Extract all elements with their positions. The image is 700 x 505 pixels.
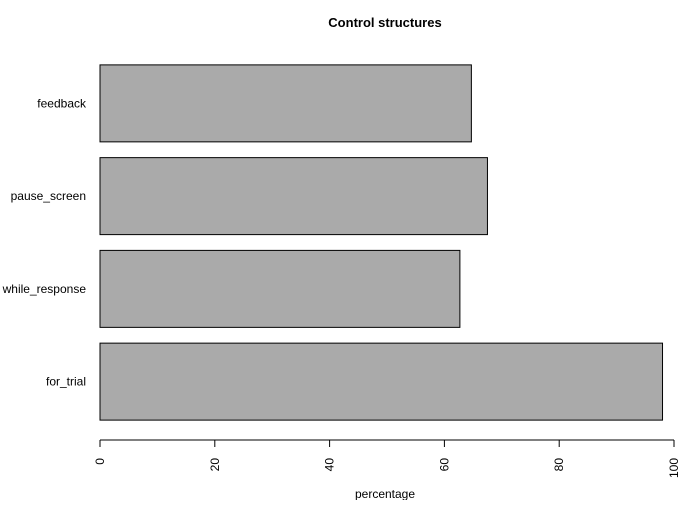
category-label-while-response: while_response (2, 282, 87, 296)
x-tick-label-0: 0 (93, 458, 107, 465)
bars-group (99, 64, 664, 421)
bar-feedback (99, 64, 472, 143)
category-labels-group: for_trial while_response pause_screen feedb… (2, 96, 87, 388)
x-tick-label-40: 40 (323, 458, 337, 472)
chart-title: Control structures (328, 15, 441, 30)
bar-for-trial (99, 342, 664, 421)
category-label-pause-screen: pause_screen (11, 189, 86, 203)
x-tick-label-80: 80 (552, 458, 566, 472)
x-tick-label-100: 100 (667, 458, 681, 478)
x-axis-title: percentage (355, 487, 415, 500)
x-tick-label-20: 20 (208, 458, 222, 472)
bar-while-response (99, 249, 461, 328)
category-label-feedback: feedback (37, 96, 87, 110)
x-axis: 0 20 40 60 80 100 (93, 439, 681, 478)
bar-pause-screen (99, 157, 488, 236)
x-tick-label-60: 60 (437, 458, 451, 472)
category-label-for-trial: for_trial (46, 375, 86, 389)
